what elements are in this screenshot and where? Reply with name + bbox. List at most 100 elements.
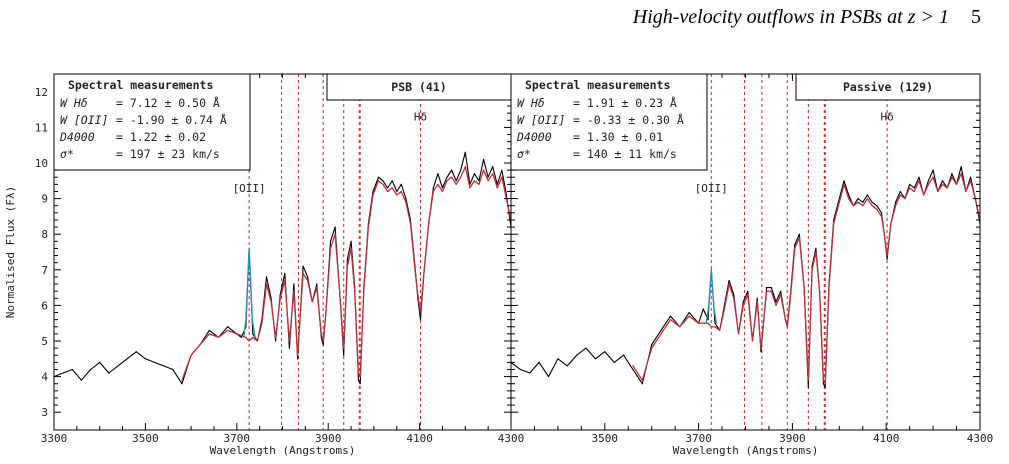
data-point [780,290,782,292]
data-point [728,279,730,282]
data-point [604,351,606,353]
y-tick-label: 3 [41,406,48,419]
data-point [247,276,249,278]
data-point [566,365,568,367]
data-point [955,183,958,185]
data-point [334,233,336,235]
data-point [464,166,466,168]
data-point [883,233,885,235]
data-point [377,180,380,182]
spectrum-series-2 [181,165,512,381]
y-tick-label: 10 [35,157,48,170]
data-point [473,173,475,175]
data-point [297,354,299,356]
data-point [585,347,587,349]
data-point [822,383,825,385]
data-point [876,208,878,210]
data-point [833,222,835,225]
data-point [899,194,901,196]
data-point [824,386,826,388]
data-point [742,301,744,303]
data-point [316,283,318,285]
x-tick-label: 3900 [315,432,342,445]
data-point [547,376,550,378]
data-point [707,322,709,324]
data-point [828,287,830,289]
data-point [794,244,796,246]
data-point [871,205,873,207]
data-point [822,379,825,381]
data-point [751,340,754,342]
data-point [288,347,290,349]
measurement-value: = 7.12 ± 0.50 Å [116,95,220,110]
data-point [414,269,416,271]
data-point [396,190,398,193]
data-point [857,201,859,203]
data-point [941,183,944,185]
data-point [501,169,503,171]
data-point [501,176,503,178]
spectrum-series-1 [510,166,981,388]
data-point [117,365,119,367]
data-point [455,180,457,182]
data-point [660,333,662,335]
data-point [932,169,934,171]
data-point [909,183,911,185]
data-point [728,283,730,285]
data-point [798,233,801,235]
data-point [786,326,788,328]
data-point [848,198,850,200]
spectrum-series-1 [53,151,512,385]
data-point [302,272,304,274]
data-point [946,187,948,189]
data-point [354,290,356,292]
data-point [737,333,740,335]
data-point [419,311,422,314]
x-tick-label: 3700 [224,432,251,445]
data-point [248,340,250,342]
data-point [702,308,704,310]
data-point [923,194,925,196]
data-point [432,190,434,193]
measurement-label: W [OII] [517,113,565,127]
data-point [357,379,359,381]
measurement-value: = -0.33 ± 0.30 Å [573,112,684,127]
data-point [760,351,762,353]
y-tick-label: 4 [41,371,48,384]
y-tick-label: 6 [41,299,48,312]
data-point [249,276,252,278]
measurement-value: = 1.22 ± 0.02 [116,130,206,144]
data-point [538,361,540,363]
data-point [350,240,352,242]
data-point [710,269,712,271]
data-point [80,379,82,381]
data-point [913,190,915,193]
data-point [208,329,210,331]
data-point [153,361,156,363]
running-title: High-velocity outflows in PSBs at z > 1 [632,6,949,28]
data-point [747,294,749,296]
data-point [473,180,475,182]
data-point [698,322,700,324]
data-point [723,308,726,310]
data-point [705,322,707,324]
data-point [807,379,809,381]
spectrum-panel-2: 3500 3700 3900 4100 4300 Wavelength (Angstrom… [510,73,993,457]
data-point [709,283,711,285]
data-point [679,326,681,328]
data-point [437,183,439,185]
data-point [913,187,915,189]
data-point [284,279,286,282]
data-point [742,304,744,306]
data-point [400,190,402,193]
data-point [483,169,485,171]
line-label: Hδ [881,111,894,124]
data-point [780,294,782,296]
data-point [623,354,625,356]
data-point [322,340,324,342]
x-tick-label: 3900 [779,432,806,445]
data-point [62,372,64,374]
data-point [428,222,430,225]
data-point [937,190,939,193]
